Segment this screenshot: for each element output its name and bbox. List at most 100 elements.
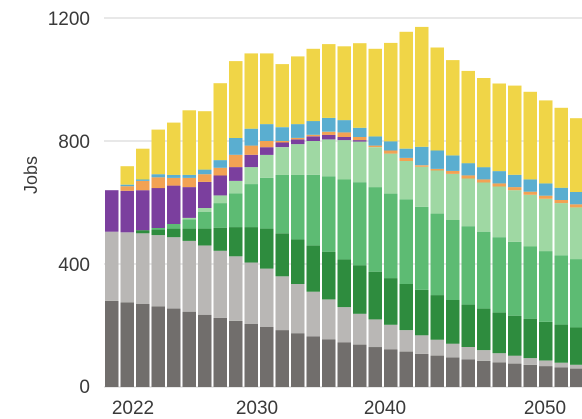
bar-segment-2048-series-4 — [539, 251, 553, 322]
bar-segment-2029-series-8 — [244, 128, 258, 146]
bar-segment-2032-series-7 — [291, 137, 305, 140]
bar-segment-2020-series-1 — [105, 300, 119, 387]
bar-segment-2032-series-3 — [291, 239, 305, 284]
bar-segment-2029-series-6 — [244, 154, 258, 168]
bar-segment-2030-series-5 — [260, 154, 274, 178]
bar-segment-2040-series-5 — [415, 166, 429, 207]
bar-segment-2030-series-9 — [260, 53, 274, 125]
bar-segment-2047-series-2 — [523, 358, 537, 365]
bar-segment-2048-series-2 — [539, 360, 553, 367]
bar-segment-2049-series-5 — [554, 203, 568, 256]
bar-segment-2025-series-3 — [182, 228, 196, 241]
bar-segment-2026-series-2 — [198, 245, 212, 315]
bar-segment-2039-series-2 — [399, 330, 413, 352]
bar-segment-2046-series-4 — [508, 241, 522, 316]
bar-segment-2026-series-9 — [198, 111, 212, 170]
bar-segment-2032-series-5 — [291, 144, 305, 175]
bar-segment-2029-series-9 — [244, 53, 258, 129]
bar-segment-2044-series-3 — [477, 308, 491, 351]
x-tick-label-2040: 2040 — [364, 398, 406, 419]
bar-segment-2038-series-5 — [384, 153, 398, 194]
bar-segment-2027-series-6 — [213, 175, 227, 196]
bar-segment-2033-series-5 — [306, 141, 320, 175]
bar-segment-2044-series-8 — [477, 167, 491, 180]
bar-segment-2039-series-1 — [399, 351, 413, 387]
bar-segment-2035-series-1 — [337, 342, 351, 387]
bar-segment-2037-series-3 — [368, 271, 382, 320]
bar-segment-2044-series-7 — [477, 179, 491, 183]
bar-segment-2026-series-4 — [198, 211, 212, 229]
bar-segment-2035-series-9 — [337, 46, 351, 121]
bar-segment-2029-series-2 — [244, 262, 258, 324]
bar-segment-2025-series-4 — [182, 219, 196, 229]
bar-segment-2046-series-7 — [508, 187, 522, 191]
bar-segment-2036-series-9 — [353, 43, 367, 128]
bar-segment-2048-series-5 — [539, 198, 553, 252]
bar-segment-2023-series-2 — [151, 235, 165, 307]
bar-segment-2022-series-6 — [136, 190, 150, 231]
bar-segment-2044-series-2 — [477, 350, 491, 361]
bar-segment-2041-series-4 — [430, 213, 444, 296]
bar-segment-2030-series-1 — [260, 327, 274, 387]
bar-segment-2042-series-7 — [446, 170, 460, 174]
bar-segment-2044-series-1 — [477, 360, 491, 387]
bar-segment-2043-series-4 — [461, 226, 475, 305]
bar-segment-2045-series-3 — [492, 312, 506, 354]
bar-segment-2038-series-7 — [384, 150, 398, 154]
bar-segment-2042-series-8 — [446, 155, 460, 171]
bar-segment-2023-series-4 — [151, 228, 165, 230]
bar-segment-2050-series-4 — [570, 259, 582, 328]
bar-segment-2046-series-2 — [508, 355, 522, 364]
bar-segment-2040-series-1 — [415, 353, 429, 387]
bar-segment-2048-series-8 — [539, 183, 553, 196]
bar-segment-2030-series-6 — [260, 147, 274, 155]
bar-segment-2031-series-9 — [275, 64, 289, 128]
bars — [105, 26, 582, 387]
bar-segment-2042-series-5 — [446, 173, 460, 220]
bar-segment-2020-series-6 — [105, 190, 119, 232]
bar-segment-2034-series-2 — [322, 299, 336, 340]
bar-segment-2027-series-1 — [213, 317, 227, 387]
bar-segment-2026-series-1 — [198, 314, 212, 387]
bar-segment-2050-series-9 — [570, 118, 582, 192]
bar-segment-2032-series-9 — [291, 56, 305, 125]
bar-segment-2044-series-9 — [477, 78, 491, 168]
bar-segment-2033-series-4 — [306, 174, 320, 246]
bar-segment-2042-series-1 — [446, 357, 460, 387]
bar-segment-2031-series-2 — [275, 276, 289, 331]
bar-segment-2049-series-1 — [554, 367, 568, 387]
bar-segment-2045-series-8 — [492, 171, 506, 184]
y-tick-label-1200: 1200 — [48, 9, 90, 30]
bar-segment-2047-series-9 — [523, 91, 537, 180]
bar-segment-2027-series-9 — [213, 83, 227, 161]
bar-segment-2028-series-4 — [229, 193, 243, 228]
bar-segment-2033-series-9 — [306, 48, 320, 122]
bar-segment-2024-series-6 — [167, 185, 181, 224]
bar-segment-2039-series-5 — [399, 161, 413, 200]
bar-segment-2035-series-2 — [337, 307, 351, 343]
bar-segment-2045-series-1 — [492, 362, 506, 387]
bar-segment-2043-series-9 — [461, 70, 475, 164]
bar-segment-2022-series-1 — [136, 304, 150, 387]
x-tick-label-2050: 2050 — [524, 398, 566, 419]
bar-segment-2025-series-2 — [182, 240, 196, 312]
bar-segment-2025-series-5 — [182, 217, 196, 220]
bar-segment-2043-series-2 — [461, 347, 475, 360]
bar-segment-2048-series-9 — [539, 100, 553, 184]
bar-segment-2031-series-4 — [275, 174, 289, 234]
bar-segment-2038-series-9 — [384, 42, 398, 142]
bar-segment-2025-series-6 — [182, 187, 196, 218]
bar-segment-2047-series-3 — [523, 318, 537, 359]
bar-segment-2031-series-7 — [275, 141, 289, 143]
x-tick-label-2030: 2030 — [236, 398, 278, 419]
bar-segment-2044-series-5 — [477, 182, 491, 232]
bar-segment-2024-series-7 — [167, 177, 181, 186]
bar-segment-2033-series-2 — [306, 291, 320, 337]
bar-segment-2037-series-4 — [368, 187, 382, 272]
bar-segment-2029-series-5 — [244, 167, 258, 184]
bar-segment-2036-series-3 — [353, 265, 367, 314]
bar-segment-2046-series-9 — [508, 85, 522, 175]
bar-segment-2028-series-3 — [229, 227, 243, 257]
bar-segment-2024-series-1 — [167, 308, 181, 387]
bar-segment-2030-series-4 — [260, 177, 274, 229]
